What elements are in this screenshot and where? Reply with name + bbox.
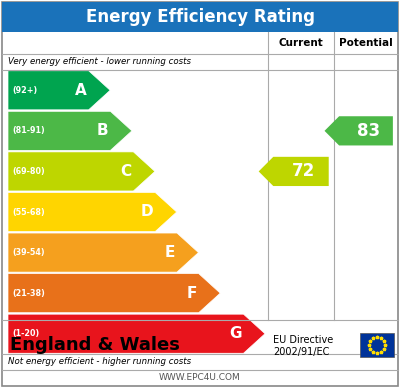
Text: EU Directive: EU Directive [273, 335, 333, 345]
Text: 72: 72 [292, 163, 315, 180]
Text: Current: Current [279, 38, 323, 48]
Text: Not energy efficient - higher running costs: Not energy efficient - higher running co… [8, 357, 191, 367]
Polygon shape [8, 192, 177, 232]
Text: (39-54): (39-54) [12, 248, 45, 257]
Polygon shape [8, 274, 220, 313]
Polygon shape [324, 116, 393, 146]
Text: A: A [75, 83, 87, 98]
Text: (21-38): (21-38) [12, 289, 45, 298]
Text: (69-80): (69-80) [12, 167, 45, 176]
Text: (55-68): (55-68) [12, 208, 45, 217]
Text: G: G [229, 326, 242, 341]
Text: D: D [140, 204, 153, 220]
Text: Potential: Potential [339, 38, 393, 48]
Polygon shape [8, 111, 132, 151]
Bar [2, 2, 398, 32]
Text: (81-91): (81-91) [12, 126, 45, 135]
Polygon shape [8, 71, 110, 110]
Text: C: C [120, 164, 132, 179]
Text: E: E [164, 245, 175, 260]
Text: WWW.EPC4U.COM: WWW.EPC4U.COM [159, 374, 241, 383]
Text: B: B [97, 123, 108, 139]
Text: (92+): (92+) [12, 86, 37, 95]
Bar [360, 333, 394, 357]
Text: England & Wales: England & Wales [10, 336, 180, 354]
Polygon shape [8, 233, 198, 272]
Polygon shape [8, 314, 265, 353]
Polygon shape [8, 152, 155, 191]
Polygon shape [259, 157, 329, 186]
Text: F: F [186, 286, 197, 301]
Text: 2002/91/EC: 2002/91/EC [273, 347, 329, 357]
Text: 83: 83 [357, 122, 380, 140]
Text: Energy Efficiency Rating: Energy Efficiency Rating [86, 8, 314, 26]
Text: Very energy efficient - lower running costs: Very energy efficient - lower running co… [8, 57, 191, 66]
Text: (1-20): (1-20) [12, 329, 39, 338]
